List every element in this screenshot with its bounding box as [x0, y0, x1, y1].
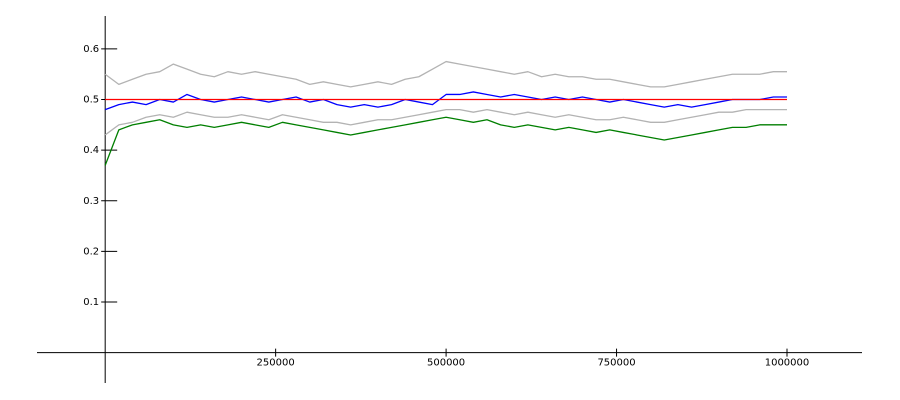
x-tick-label: 250000 — [257, 358, 295, 369]
line-series — [104, 60, 787, 88]
line-series — [104, 108, 787, 136]
y-tick-label: 0.3 — [83, 196, 99, 207]
y-tick-label: 0.2 — [83, 246, 99, 257]
x-tick-label: 750000 — [597, 358, 635, 369]
y-tick-label: 0.1 — [83, 297, 99, 308]
y-tick-label: 0.6 — [83, 44, 99, 55]
y-tick-label: 0.4 — [83, 145, 99, 156]
x-tick-label: 500000 — [427, 358, 465, 369]
plot-area: 250000 500000 750000 1000000 0.1 0.2 0.3 0.4 0.5… — [37, 16, 862, 383]
line-series — [104, 116, 787, 166]
y-tick-label: 0.5 — [83, 95, 99, 106]
line-series — [104, 91, 787, 111]
x-tick-label: 1000000 — [765, 358, 810, 369]
